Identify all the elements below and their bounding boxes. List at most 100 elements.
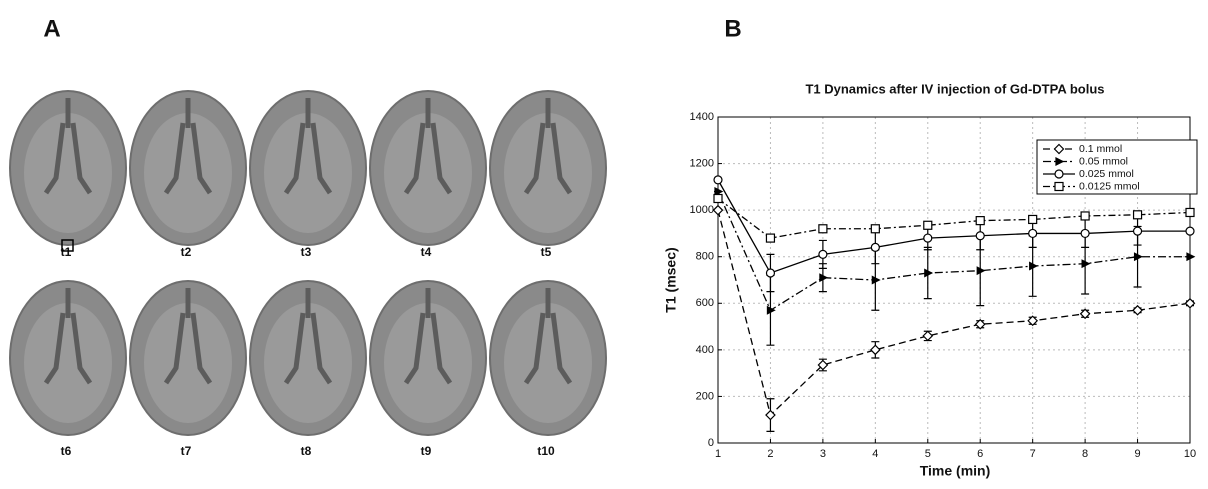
data-point (1080, 228, 1090, 239)
x-tick-label: 1 (715, 448, 721, 460)
data-point (713, 193, 723, 204)
chart-title: T1 Dynamics after IV injection of Gd-DTP… (805, 81, 1104, 96)
brain-matter (144, 113, 232, 233)
data-point (1133, 252, 1143, 262)
legend-label: 0.1 mmol (1079, 143, 1122, 155)
image-caption: t9 (421, 444, 432, 458)
data-point (1185, 207, 1195, 218)
data-point (976, 266, 986, 276)
data-point (713, 175, 723, 185)
brain-matter (384, 113, 472, 233)
data-point (1132, 210, 1143, 220)
data-point (871, 275, 881, 285)
data-point (1028, 214, 1038, 225)
data-point (1132, 226, 1143, 236)
data-point (818, 224, 828, 234)
brain-ventricle (43, 288, 93, 385)
legend-label: 0.0125 mmol (1079, 180, 1140, 192)
brain-ventricle (163, 288, 213, 385)
x-tick-label: 2 (767, 448, 773, 460)
image-caption: t5 (541, 245, 552, 259)
y-tick-label: 1400 (690, 111, 714, 123)
y-tick-label: 0 (708, 437, 714, 449)
legend-marker (1054, 169, 1064, 179)
x-tick-label: 8 (1082, 448, 1088, 460)
x-axis-label: Time (min) (920, 463, 991, 479)
data-point (1186, 252, 1196, 262)
brain-matter (264, 113, 352, 233)
image-caption: t6 (61, 444, 72, 458)
data-point (923, 220, 933, 230)
data-point (765, 268, 776, 278)
image-caption: t3 (301, 245, 312, 259)
x-tick-label: 4 (872, 448, 878, 460)
legend-label: 0.05 mmol (1079, 155, 1128, 167)
data-point (819, 273, 829, 283)
brain-matter (504, 303, 592, 423)
image-caption: t4 (421, 245, 432, 259)
data-point (765, 409, 776, 421)
panel-label: A (43, 15, 60, 42)
brain-ventricle (403, 288, 453, 385)
data-point (975, 216, 985, 226)
brain-matter (504, 113, 592, 233)
data-point (924, 268, 934, 278)
y-axis-label: T1 (msec) (663, 247, 679, 312)
data-point (817, 359, 829, 371)
brain-ventricle (523, 98, 573, 195)
series-line (717, 191, 1190, 312)
brain-matter (144, 303, 232, 423)
data-point (1029, 261, 1039, 271)
data-point (712, 204, 724, 216)
x-tick-label: 6 (977, 448, 983, 460)
brain-ventricle (43, 98, 93, 195)
data-point (1080, 211, 1090, 221)
x-tick-label: 3 (820, 448, 826, 460)
data-point (765, 233, 776, 243)
series-line (717, 209, 1191, 417)
data-point (923, 233, 933, 243)
x-tick-label: 7 (1030, 448, 1036, 460)
series-line (717, 197, 1191, 239)
brain-ventricle (283, 98, 333, 195)
y-tick-label: 800 (696, 251, 714, 263)
legend-marker (1054, 181, 1064, 192)
data-point (974, 318, 986, 330)
x-tick-label: 5 (925, 448, 931, 460)
brain-ventricle (283, 288, 333, 385)
data-point (1132, 304, 1143, 316)
image-caption: t1 (61, 245, 72, 259)
data-point (1079, 308, 1091, 320)
data-point (870, 242, 880, 252)
roi-box (61, 239, 74, 252)
image-caption: t8 (301, 444, 312, 458)
data-point (922, 330, 934, 342)
data-point (869, 344, 881, 356)
data-point (1081, 259, 1091, 269)
data-point (870, 224, 880, 234)
data-point (1185, 226, 1195, 236)
brain-ventricle (163, 98, 213, 195)
y-tick-label: 1000 (690, 204, 714, 216)
data-point (818, 249, 828, 259)
image-caption: t10 (537, 444, 555, 458)
data-point (1027, 315, 1039, 327)
y-tick-label: 600 (696, 297, 714, 309)
legend-marker (1055, 157, 1065, 166)
data-point (1184, 297, 1196, 309)
brain-ventricle (523, 288, 573, 385)
plot-frame (717, 116, 1191, 444)
y-tick-label: 400 (696, 344, 714, 356)
data-point (1028, 228, 1038, 239)
legend-label: 0.025 mmol (1079, 168, 1134, 180)
y-tick-label: 1200 (690, 157, 714, 169)
image-caption: t7 (181, 444, 192, 458)
series-line (717, 179, 1190, 274)
y-tick-label: 200 (696, 390, 714, 402)
brain-ventricle (403, 98, 453, 195)
brain-matter (24, 303, 112, 423)
data-point (975, 231, 985, 241)
panel-label: B (724, 15, 741, 42)
legend-marker (1053, 143, 1065, 155)
